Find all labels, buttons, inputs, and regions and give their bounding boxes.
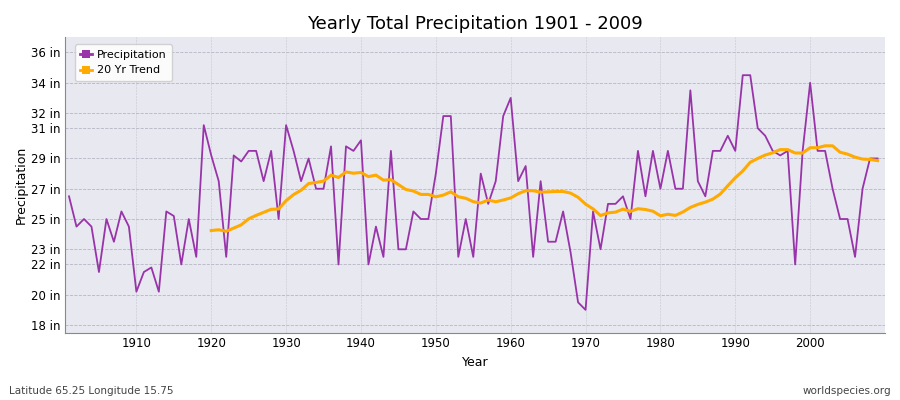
Text: worldspecies.org: worldspecies.org xyxy=(803,386,891,396)
Y-axis label: Precipitation: Precipitation xyxy=(15,146,28,224)
Text: Latitude 65.25 Longitude 15.75: Latitude 65.25 Longitude 15.75 xyxy=(9,386,174,396)
X-axis label: Year: Year xyxy=(462,356,489,369)
Legend: Precipitation, 20 Yr Trend: Precipitation, 20 Yr Trend xyxy=(75,44,173,81)
Title: Yearly Total Precipitation 1901 - 2009: Yearly Total Precipitation 1901 - 2009 xyxy=(307,15,643,33)
